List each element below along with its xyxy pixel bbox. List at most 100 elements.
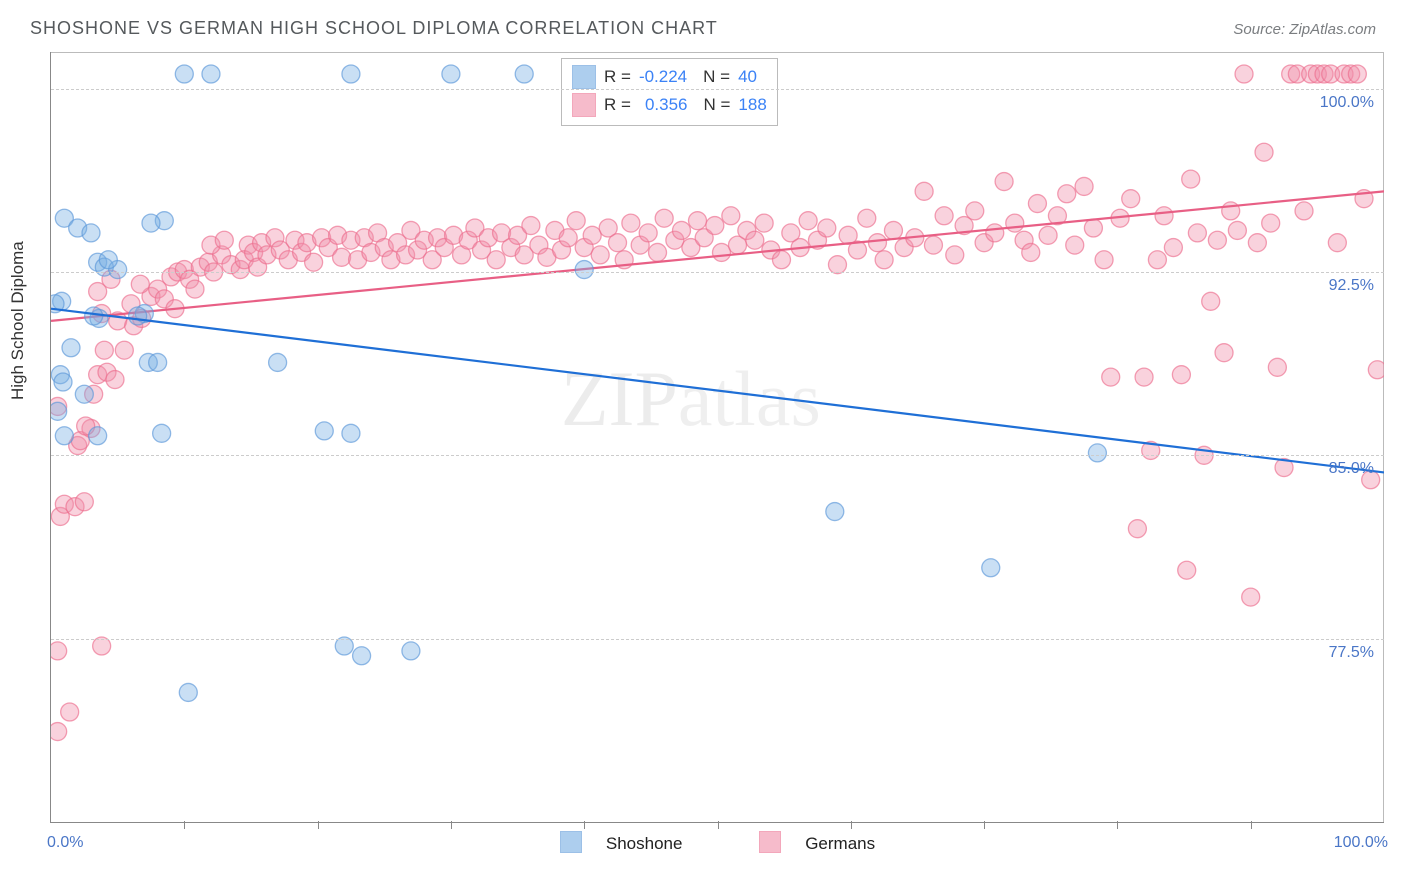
x-tick (1251, 821, 1252, 829)
data-point (583, 226, 601, 244)
data-point (129, 307, 147, 325)
x-tick (1117, 821, 1118, 829)
data-point (706, 217, 724, 235)
data-point (269, 353, 287, 371)
data-point (1135, 368, 1153, 386)
data-point (115, 341, 133, 359)
data-point (179, 683, 197, 701)
data-point (649, 243, 667, 261)
data-point (515, 65, 533, 83)
data-point (1148, 251, 1166, 269)
x-tick (718, 821, 719, 829)
data-point (591, 246, 609, 264)
data-point (828, 256, 846, 274)
data-point (1022, 243, 1040, 261)
data-point (1058, 185, 1076, 203)
y-tick-label: 92.5% (1329, 277, 1374, 295)
data-point (1095, 251, 1113, 269)
data-point (442, 65, 460, 83)
data-point (342, 424, 360, 442)
germans-r-value: 0.356 (645, 95, 688, 115)
data-point (1088, 444, 1106, 462)
x-tick (851, 821, 852, 829)
data-point (175, 65, 193, 83)
data-point (884, 221, 902, 239)
data-point (1178, 561, 1196, 579)
data-point (1208, 231, 1226, 249)
data-point (772, 251, 790, 269)
r-label: R = (604, 95, 631, 115)
y-gridline (51, 639, 1384, 640)
data-point (1066, 236, 1084, 254)
germans-label: Germans (805, 834, 875, 853)
data-point (966, 202, 984, 220)
stats-row-shoshone: R = -0.224 N = 40 (572, 63, 767, 91)
data-point (818, 219, 836, 237)
data-point (946, 246, 964, 264)
shoshone-r-value: -0.224 (639, 67, 687, 87)
y-tick-label: 85.0% (1329, 460, 1374, 478)
data-point (915, 182, 933, 200)
x-tick (451, 821, 452, 829)
data-point (335, 637, 353, 655)
legend-item-germans: Germans (741, 834, 893, 853)
data-point (55, 427, 73, 445)
data-point (1164, 239, 1182, 257)
swatch-germans-icon (759, 831, 781, 853)
data-point (559, 229, 577, 247)
chart-title: SHOSHONE VS GERMAN HIGH SCHOOL DIPLOMA C… (30, 18, 718, 39)
data-point (655, 209, 673, 227)
data-point (755, 214, 773, 232)
data-point (712, 243, 730, 261)
data-point (62, 339, 80, 357)
swatch-shoshone-icon (572, 65, 596, 89)
source-label: Source: (1233, 21, 1285, 38)
data-point (689, 212, 707, 230)
source-name: ZipAtlas.com (1289, 21, 1376, 38)
data-point (142, 214, 160, 232)
y-gridline (51, 89, 1384, 90)
data-point (202, 65, 220, 83)
data-point (51, 402, 67, 420)
data-point (1128, 520, 1146, 538)
data-point (54, 373, 72, 391)
data-point (82, 224, 100, 242)
data-point (95, 341, 113, 359)
data-point (799, 212, 817, 230)
x-tick (318, 821, 319, 829)
series-legend: Shoshone Germans (51, 831, 1384, 854)
data-point (639, 224, 657, 242)
data-point (1348, 65, 1366, 83)
data-point (75, 493, 93, 511)
swatch-shoshone-icon (560, 831, 582, 853)
data-point (487, 251, 505, 269)
data-point (1155, 207, 1173, 225)
data-point (622, 214, 640, 232)
data-point (215, 231, 233, 249)
data-point (746, 231, 764, 249)
r-label: R = (604, 67, 631, 87)
chart-svg (51, 52, 1384, 822)
data-point (51, 642, 67, 660)
x-axis-max-label: 100.0% (1334, 834, 1388, 852)
x-tick (184, 821, 185, 829)
data-point (1102, 368, 1120, 386)
swatch-germans-icon (572, 93, 596, 117)
data-point (333, 248, 351, 266)
data-point (1268, 358, 1286, 376)
data-point (93, 637, 111, 655)
data-point (153, 424, 171, 442)
data-point (1172, 366, 1190, 384)
y-tick-label: 100.0% (1320, 94, 1374, 112)
data-point (1039, 226, 1057, 244)
data-point (1368, 361, 1384, 379)
germans-n-value: 188 (738, 95, 766, 115)
data-point (315, 422, 333, 440)
data-point (131, 275, 149, 293)
data-point (1075, 177, 1093, 195)
data-point (1182, 170, 1200, 188)
data-point (61, 703, 79, 721)
legend-item-shoshone: Shoshone (542, 834, 705, 853)
data-point (575, 261, 593, 279)
shoshone-n-value: 40 (738, 67, 757, 87)
